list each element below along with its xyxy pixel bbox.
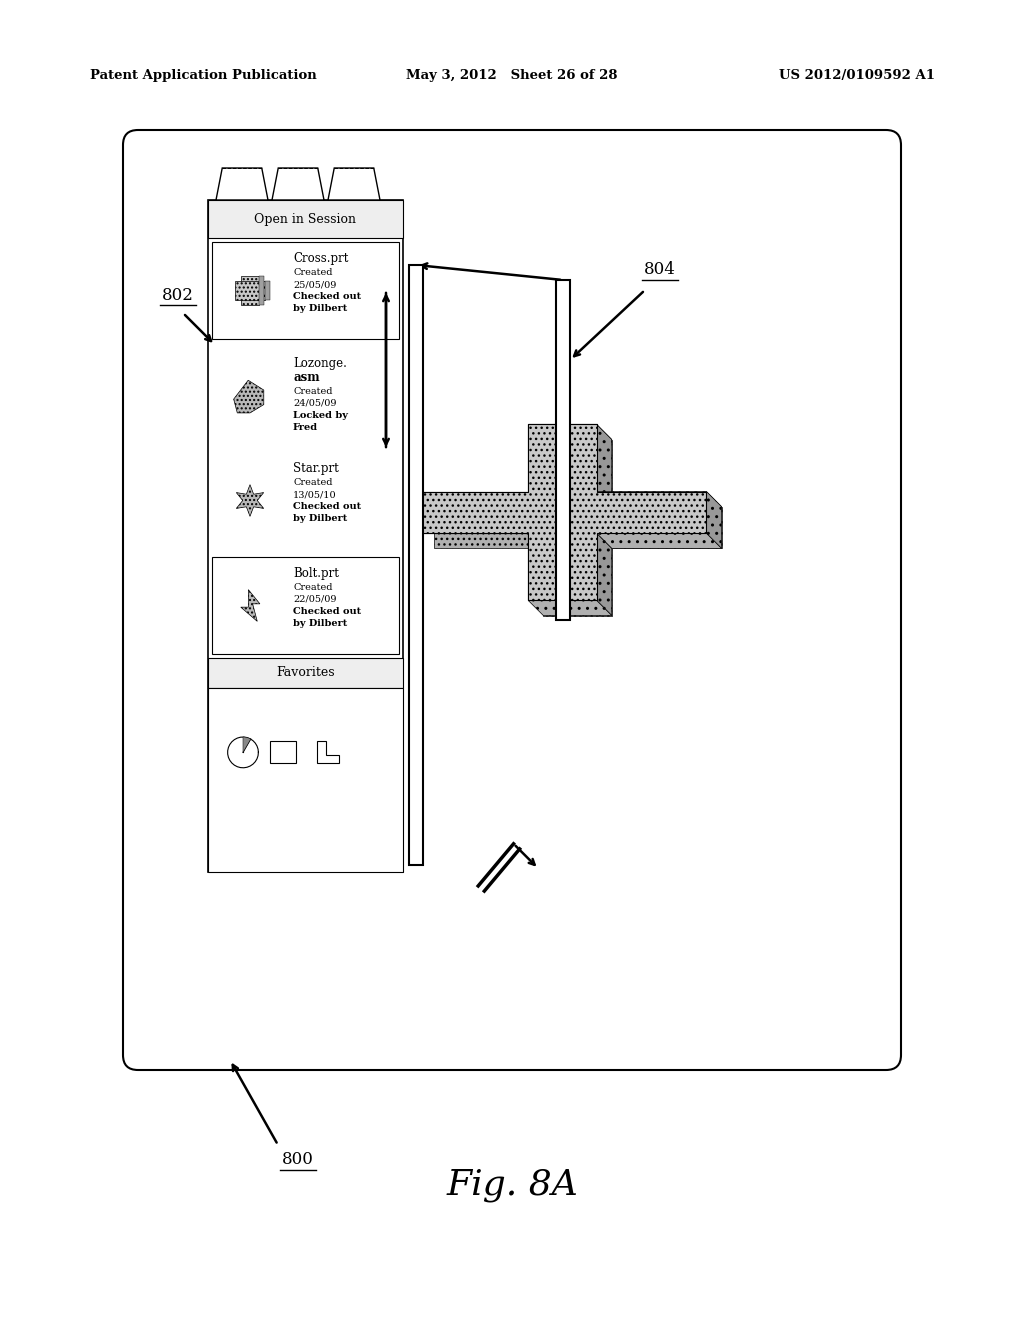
Bar [208,201,403,238]
Text: Star.prt: Star.prt [293,462,339,475]
Text: by Dilbert: by Dilbert [293,619,347,628]
Text: Fig. 8A: Fig. 8A [446,1168,578,1203]
FancyBboxPatch shape [123,129,901,1071]
Text: Created: Created [293,478,333,487]
Polygon shape [419,425,707,601]
Polygon shape [707,491,722,549]
Polygon shape [243,737,251,752]
Text: by Dilbert: by Dilbert [293,304,347,313]
Polygon shape [597,533,722,549]
Text: Lozonge.: Lozonge. [293,356,347,370]
Text: 22/05/09: 22/05/09 [293,595,337,605]
Text: by Dilbert: by Dilbert [293,513,347,523]
Bar [208,201,403,873]
Bar [212,557,399,653]
Text: Checked out: Checked out [293,292,361,301]
Polygon shape [241,276,259,305]
Text: 24/05/09: 24/05/09 [293,399,337,408]
Text: May 3, 2012   Sheet 26 of 28: May 3, 2012 Sheet 26 of 28 [407,69,617,82]
Polygon shape [236,281,265,300]
Text: Checked out: Checked out [293,502,361,511]
Text: 802: 802 [162,286,194,304]
Text: 13/05/10: 13/05/10 [293,490,337,499]
Bar [208,688,403,873]
Text: Locked by: Locked by [293,411,348,420]
Polygon shape [328,168,380,201]
Polygon shape [528,425,611,440]
Text: US 2012/0109592 A1: US 2012/0109592 A1 [779,69,935,82]
Text: Favorites: Favorites [276,667,335,680]
Polygon shape [233,380,264,413]
Text: Cross.prt: Cross.prt [293,252,348,265]
Polygon shape [597,425,611,507]
Text: Patent Application Publication: Patent Application Publication [90,69,316,82]
Text: 804: 804 [644,261,676,279]
Polygon shape [433,440,722,615]
Text: 25/05/09: 25/05/09 [293,280,336,289]
Text: Created: Created [293,387,333,396]
Bar [269,742,296,763]
Text: Created: Created [293,268,333,277]
Polygon shape [241,590,260,622]
Polygon shape [237,484,264,516]
Text: Fred: Fred [293,422,318,432]
Polygon shape [556,280,570,620]
Text: Checked out: Checked out [293,607,361,616]
Polygon shape [528,601,611,615]
Text: Open in Session: Open in Session [255,213,356,226]
Text: asm: asm [293,371,319,384]
Polygon shape [259,276,264,305]
Polygon shape [597,533,611,615]
Bar [208,657,403,688]
Text: Bolt.prt: Bolt.prt [293,568,339,579]
Polygon shape [216,168,268,201]
Polygon shape [597,491,722,507]
Text: Created: Created [293,583,333,591]
Polygon shape [265,281,270,300]
Polygon shape [409,265,423,865]
Polygon shape [272,168,324,201]
Polygon shape [419,425,707,601]
Bar [212,242,399,339]
Text: 800: 800 [282,1151,314,1168]
